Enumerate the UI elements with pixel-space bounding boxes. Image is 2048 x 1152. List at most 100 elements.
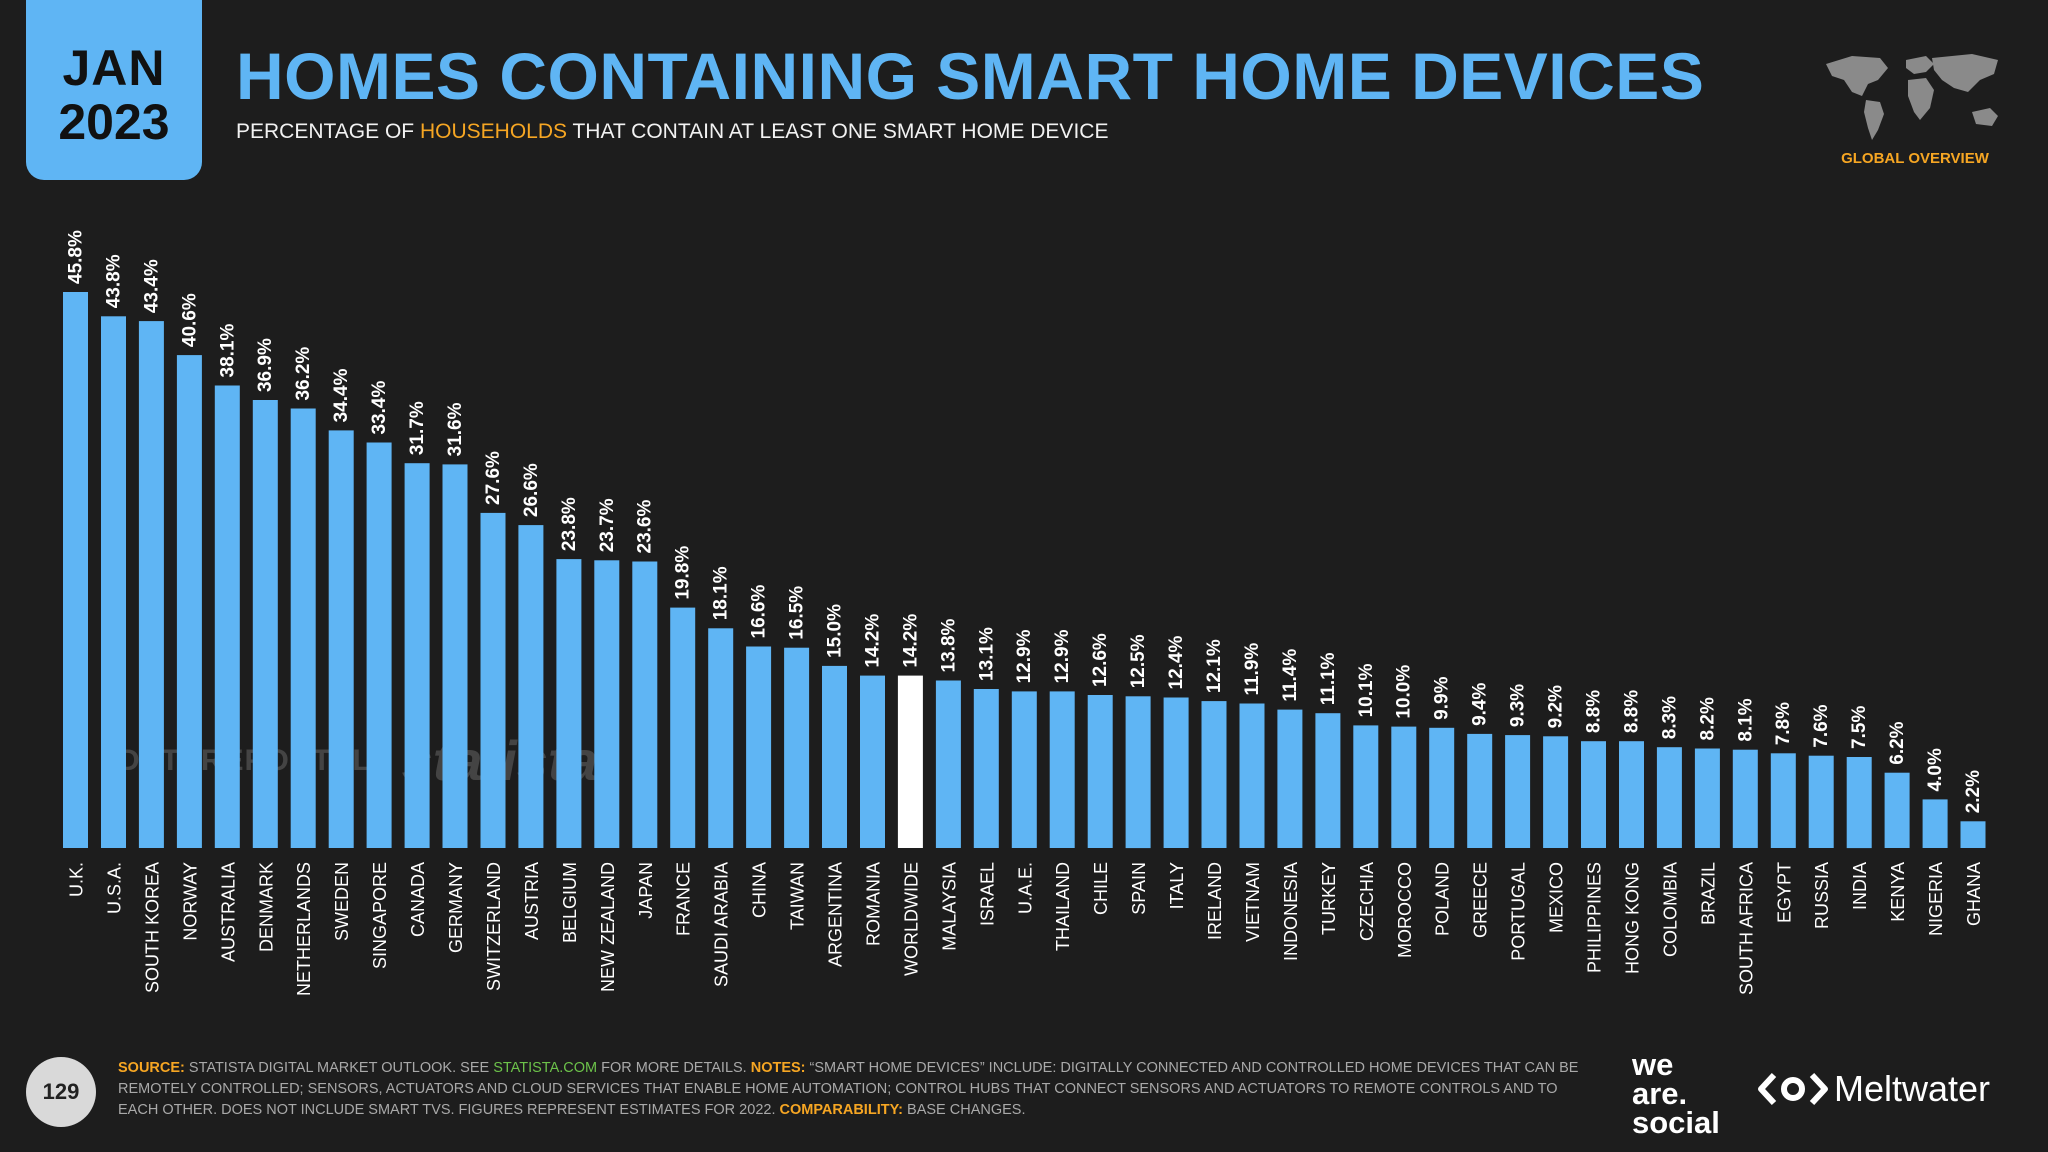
bar-denmark	[252, 400, 278, 848]
value-label: 13.1%	[976, 627, 997, 681]
bar-taiwan	[784, 647, 810, 848]
date-badge: JAN 2023	[26, 0, 202, 180]
category-label: SOUTH AFRICA	[1736, 862, 1756, 995]
category-label: GHANA	[1964, 862, 1984, 926]
value-label: 14.2%	[900, 614, 921, 668]
bar-chile	[1087, 695, 1113, 848]
category-label: NEW ZEALAND	[598, 862, 618, 992]
value-label: 19.8%	[673, 546, 694, 600]
category-label: POLAND	[1433, 862, 1453, 936]
category-label: FRANCE	[674, 862, 694, 936]
category-label: SPAIN	[1129, 862, 1149, 915]
bar-sweden	[328, 430, 354, 848]
bar-morocco	[1391, 726, 1417, 848]
category-label: INDONESIA	[1281, 862, 1301, 961]
category-label: KENYA	[1888, 862, 1908, 922]
category-label: TURKEY	[1319, 862, 1339, 935]
bar-saudi-arabia	[708, 628, 734, 848]
bar-ireland	[1201, 701, 1227, 848]
value-label: 13.8%	[938, 618, 959, 672]
value-label: 23.8%	[559, 497, 580, 551]
bar-romania	[860, 675, 885, 848]
value-label: 8.8%	[1621, 690, 1642, 733]
category-label: PHILIPPINES	[1585, 862, 1605, 973]
bar-malaysia	[935, 680, 961, 848]
value-label: 45.8%	[66, 230, 87, 284]
value-label: 31.7%	[407, 401, 428, 455]
date-year: 2023	[58, 94, 170, 150]
bar-czechia	[1353, 725, 1379, 848]
category-label: NIGERIA	[1926, 862, 1946, 936]
value-label: 8.2%	[1697, 697, 1718, 740]
bar-chart: 45.8% U.K. 43.8% U.S.A. 43.4% SOUTH KOREA 40.6…	[63, 230, 1986, 996]
category-label: CHINA	[750, 862, 770, 918]
category-label: DENMARK	[256, 862, 276, 952]
bar-u-s-a	[101, 316, 126, 848]
value-label: 10.1%	[1356, 663, 1377, 717]
category-label: COLOMBIA	[1660, 862, 1680, 957]
bar-canada	[404, 463, 430, 848]
value-label: 27.6%	[483, 451, 504, 505]
bar-nigeria	[1922, 799, 1948, 848]
page-subtitle: PERCENTAGE OF HOUSEHOLDS THAT CONTAIN AT…	[236, 120, 1109, 143]
category-label: VIETNAM	[1243, 862, 1263, 942]
value-label: 36.2%	[293, 347, 314, 401]
category-label: GREECE	[1471, 862, 1491, 938]
bar-u-a-e	[1011, 691, 1037, 848]
page-title: HOMES CONTAINING SMART HOME DEVICES	[236, 39, 1705, 113]
source-link[interactable]: STATISTA.COM	[493, 1060, 598, 1076]
value-label: 2.2%	[1963, 770, 1984, 813]
value-label: 16.6%	[749, 584, 770, 638]
bar-south-africa	[1732, 749, 1758, 848]
value-label: 9.2%	[1546, 685, 1567, 728]
category-label: GERMANY	[446, 862, 466, 953]
bar-italy	[1163, 697, 1189, 848]
bar-colombia	[1656, 747, 1682, 848]
category-label: SOUTH KOREA	[142, 862, 162, 993]
category-label: MEXICO	[1547, 862, 1567, 933]
meltwater-logo: Meltwater	[1758, 1068, 1990, 1110]
value-label: 7.5%	[1849, 706, 1870, 749]
bar-spain	[1125, 696, 1151, 849]
category-label: AUSTRALIA	[218, 862, 238, 962]
value-label: 11.4%	[1280, 649, 1301, 702]
bar-france	[670, 607, 696, 848]
bar-egypt	[1770, 753, 1796, 848]
bar-austria	[518, 525, 544, 848]
value-label: 31.6%	[445, 402, 466, 456]
value-label: 4.0%	[1925, 748, 1946, 791]
category-label: INDIA	[1850, 862, 1870, 910]
category-label: AUSTRIA	[522, 862, 542, 940]
bar-u-k	[63, 292, 88, 848]
category-label: ROMANIA	[863, 862, 883, 946]
value-label: 16.5%	[787, 586, 808, 640]
value-label: 34.4%	[331, 368, 352, 422]
bar-netherlands	[290, 408, 316, 848]
bar-ghana	[1960, 821, 1986, 848]
value-label: 14.2%	[862, 614, 883, 668]
section-label: GLOBAL OVERVIEW	[1841, 150, 1989, 167]
category-label: PORTUGAL	[1509, 862, 1529, 961]
value-label: 36.9%	[255, 338, 276, 392]
bar-mexico	[1543, 736, 1569, 848]
bar-new-zealand	[594, 560, 620, 848]
value-label: 40.6%	[179, 293, 200, 347]
bar-thailand	[1049, 691, 1075, 848]
category-label: CANADA	[408, 862, 428, 937]
category-label: U.A.E.	[1015, 862, 1035, 914]
value-label: 33.4%	[369, 381, 390, 435]
category-label: IRELAND	[1205, 862, 1225, 940]
category-label: ITALY	[1167, 862, 1187, 909]
category-label: ISRAEL	[977, 862, 997, 926]
bar-turkey	[1315, 713, 1341, 848]
category-label: NORWAY	[180, 862, 200, 941]
category-label: CHILE	[1091, 862, 1111, 915]
value-label: 7.6%	[1811, 704, 1832, 747]
value-label: 8.1%	[1735, 698, 1756, 741]
bar-brazil	[1694, 748, 1720, 848]
category-label: JAPAN	[636, 862, 656, 919]
bar-japan	[632, 561, 658, 848]
category-label: EGYPT	[1774, 862, 1794, 923]
value-label: 12.5%	[1128, 634, 1149, 688]
category-label: SWITZERLAND	[484, 862, 504, 991]
